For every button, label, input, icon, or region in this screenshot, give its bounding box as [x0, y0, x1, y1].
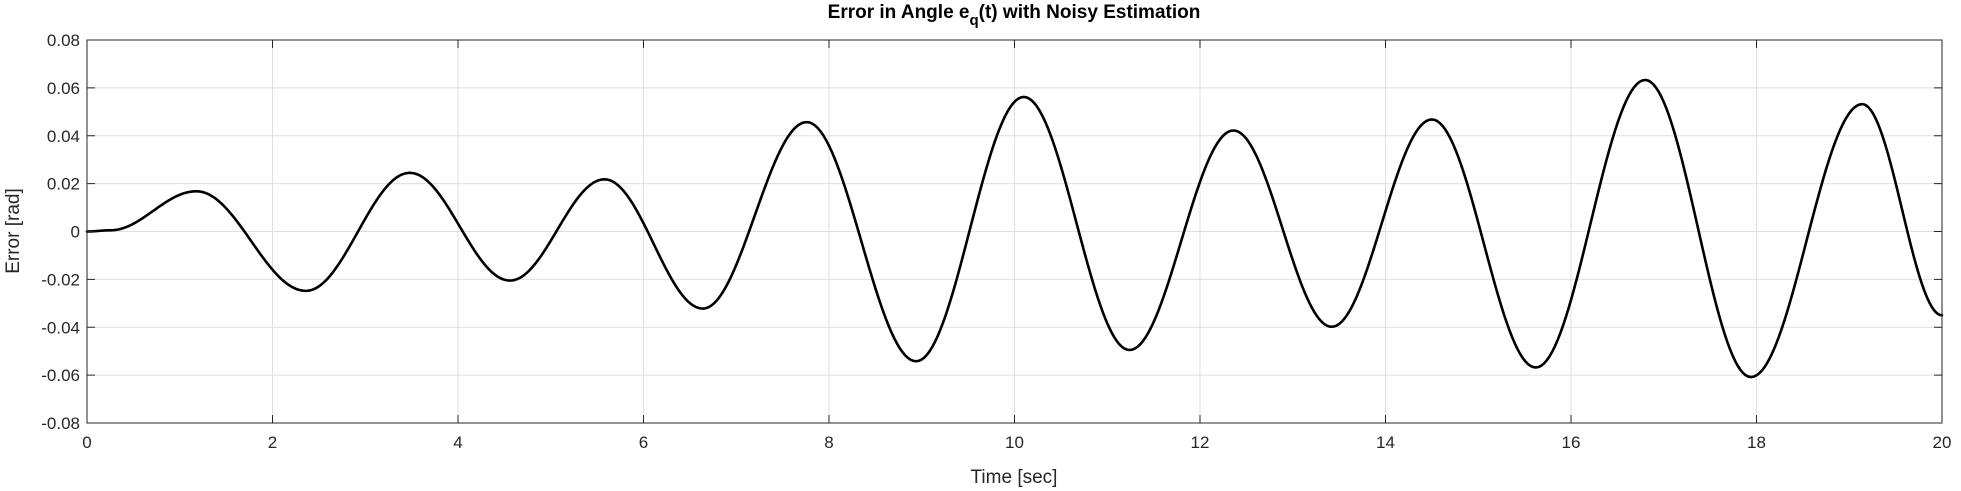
y-tick-label: -0.06 — [41, 366, 80, 385]
x-tick-label: 14 — [1376, 433, 1395, 452]
x-axis-label: Time [sec] — [971, 467, 1058, 488]
x-tick-label: 18 — [1747, 433, 1766, 452]
x-tick-label: 12 — [1191, 433, 1210, 452]
x-tick-label: 16 — [1562, 433, 1581, 452]
x-tick-label: 8 — [824, 433, 833, 452]
chart-title-subscript: q — [969, 12, 978, 29]
y-tick-label: 0.06 — [47, 79, 80, 98]
y-tick-label: -0.02 — [41, 270, 80, 289]
y-tick-label: -0.08 — [41, 414, 80, 433]
x-tick-label: 6 — [639, 433, 648, 452]
x-tick-label: 4 — [453, 433, 462, 452]
y-tick-label: 0.02 — [47, 175, 80, 194]
x-tick-labels: 0 2 4 6 8 10 12 14 16 18 20 — [82, 433, 1951, 452]
chart-title-suffix: (t) with Noisy Estimation — [979, 2, 1201, 23]
x-tick-label: 2 — [268, 433, 277, 452]
y-tick-label: 0.08 — [47, 31, 80, 50]
x-tick-label: 10 — [1005, 433, 1024, 452]
x-tick-label: 0 — [82, 433, 91, 452]
series-line — [85, 78, 1944, 379]
chart-title-prefix: Error in Angle e — [828, 2, 970, 23]
tick-marks — [86, 39, 1943, 424]
y-tick-label: -0.04 — [41, 318, 80, 337]
x-tick-label: 20 — [1933, 433, 1952, 452]
chart-title: Error in Angle eq(t) with Noisy Estimati… — [828, 2, 1201, 29]
y-tick-label: 0.04 — [47, 127, 80, 146]
y-axis-label: Error [rad] — [3, 188, 24, 274]
y-tick-labels: -0.08 -0.06 -0.04 -0.02 0 0.02 0.04 0.06 0.08 — [41, 31, 80, 433]
y-tick-label: 0 — [71, 223, 80, 242]
